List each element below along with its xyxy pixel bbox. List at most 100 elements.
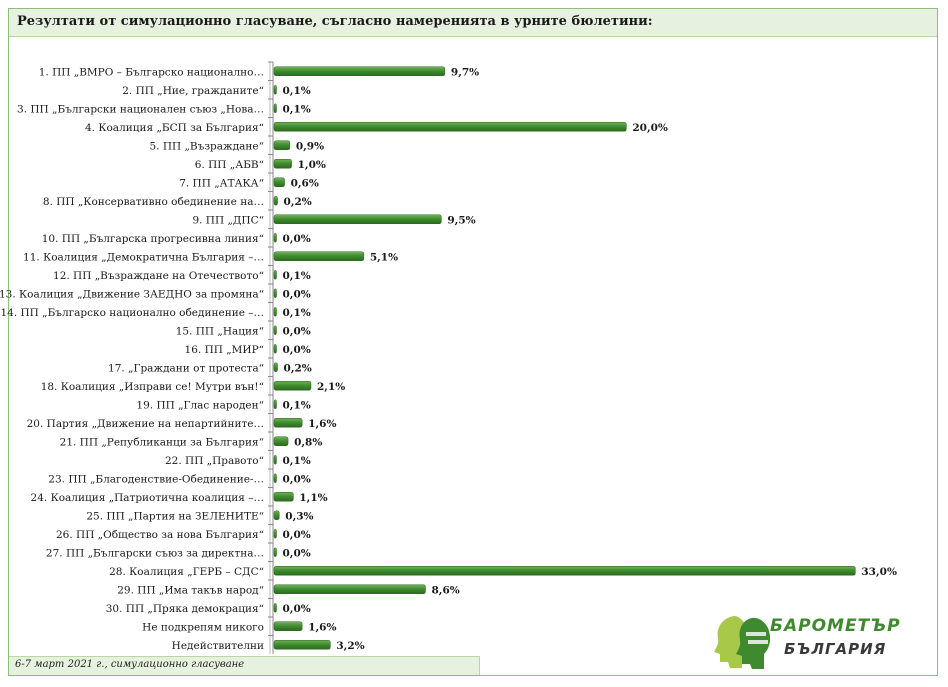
category-label: 30. ПП „Пряка демокрация“ [106,603,264,615]
page-title: Резултати от симулационно гласуване, съг… [17,14,653,29]
logo-text-line2: БЪЛГАРИЯ [784,640,887,658]
category-label: 6. ПП „АБВ“ [195,159,264,171]
category-label: Не подкрепям никого [142,621,264,633]
bar [273,640,331,650]
category-label: 10. ПП „Българска прогресивна линия“ [42,233,264,245]
barometer-logo: БАРОМЕТЪР БЪЛГАРИЯ [712,612,932,670]
category-label: 13. Коалиция „Движение ЗАЕДНО за промяна… [0,288,264,300]
value-label: 1,0% [298,159,326,171]
value-label: 0,1% [283,270,311,282]
bar [273,344,277,354]
header-panel: Резултати от симулационно гласуване, съг… [9,9,937,37]
value-label: 0,0% [283,325,311,337]
value-label: 0,1% [283,399,311,411]
bar [273,547,277,557]
category-label: 25. ПП „Партия на ЗЕЛЕНИТЕ“ [86,510,264,522]
category-label: 14. ПП „Българско национално обединение … [0,307,264,319]
category-label: 20. Партия „Движение на непартийните… [27,418,264,430]
bar [273,566,856,576]
footer-note: 6-7 март 2021 г., симулационно гласуване [15,659,245,670]
value-label: 1,6% [308,621,336,633]
bar [273,251,365,261]
bar [273,270,277,280]
value-label: 2,1% [317,381,345,393]
silhouette-faces-icon [714,616,771,669]
bar [273,584,426,594]
value-label: 0,0% [283,473,311,485]
chart-frame: Резултати от симулационно гласуване, съг… [8,8,938,676]
bar [273,196,278,206]
category-label: 4. Коалиция „БСП за България“ [85,122,264,134]
bar [273,362,278,372]
value-label: 0,1% [283,455,311,467]
bar [273,159,292,169]
value-label: 1,6% [308,418,336,430]
category-label: 12. ПП „Възраждане на Отечеството“ [53,270,264,282]
value-label: 0,2% [284,362,312,374]
category-label: Недействителни [172,640,264,652]
value-label: 0,0% [283,288,311,300]
footer-panel: 6-7 март 2021 г., симулационно гласуване [9,656,480,675]
bar [273,381,312,391]
value-label: 20,0% [632,122,668,134]
value-label: 0,1% [283,85,311,97]
category-label: 15. ПП „Нация“ [176,325,264,337]
category-label: 16. ПП „МИР“ [185,344,264,356]
category-label: 11. Коалиция „Демократична България –… [23,251,264,263]
value-label: 0,2% [284,196,312,208]
value-label: 9,7% [451,66,479,78]
value-label: 0,0% [283,603,311,615]
value-label: 0,0% [283,344,311,356]
category-label: 21. ПП „Републиканци за България“ [60,436,264,448]
bar [273,122,627,132]
category-label: 24. Коалиция „Патриотична коалиция –… [31,492,264,504]
category-label: 22. ПП „Правото“ [165,455,264,467]
bar [273,103,277,113]
value-label: 0,0% [283,547,311,559]
value-label: 0,9% [296,140,324,152]
bar [273,233,277,243]
category-label: 28. Коалиция „ГЕРБ – СДС“ [109,566,264,578]
bar [273,288,277,298]
category-label: 3. ПП „Български национален съюз „Нова… [17,103,264,115]
category-label: 26. ПП „Общество за нова България“ [56,529,264,541]
bar [273,307,277,317]
bar [273,510,280,520]
category-label: 27. ПП „Български съюз за директна… [46,547,264,559]
bar [273,418,303,428]
category-label: 8. ПП „Консервативно обединение на… [43,196,264,208]
category-label: 2. ПП „Ние, гражданите“ [122,85,264,97]
value-label: 0,0% [283,233,311,245]
value-label: 3,2% [336,640,364,652]
bar [273,66,446,76]
category-label: 1. ПП „ВМРО – Българско национално… [39,66,264,78]
bar [273,177,285,187]
value-label: 9,5% [447,214,475,226]
category-label: 29. ПП „Има такъв народ“ [117,584,264,596]
bar [273,214,442,224]
bar [273,621,303,631]
value-label: 1,1% [299,492,327,504]
category-label: 17. „Граждани от протеста“ [108,362,264,374]
bar [273,603,277,613]
category-label: 18. Коалиция „Изправи се! Мутри вън!“ [41,381,264,393]
value-label: 5,1% [370,251,398,263]
bar [273,325,277,335]
value-label: 33,0% [861,566,897,578]
bar [273,492,294,502]
value-label: 0,6% [291,177,319,189]
bar [273,455,277,465]
category-label: 9. ПП „ДПС“ [192,214,264,226]
logo-text-line1: БАРОМЕТЪР [770,616,901,636]
value-label: 0,1% [283,103,311,115]
value-label: 8,6% [432,584,460,596]
category-label: 23. ПП „Благоденствие-Обединение-… [48,473,264,485]
category-label: 19. ПП „Глас народен“ [136,399,264,411]
category-label: 5. ПП „Възраждане“ [149,140,264,152]
bar [273,140,291,150]
value-label: 0,0% [283,529,311,541]
bar [273,529,277,539]
category-label: 7. ПП „АТАКА“ [179,177,264,189]
bar [273,436,289,446]
value-label: 0,3% [285,510,313,522]
